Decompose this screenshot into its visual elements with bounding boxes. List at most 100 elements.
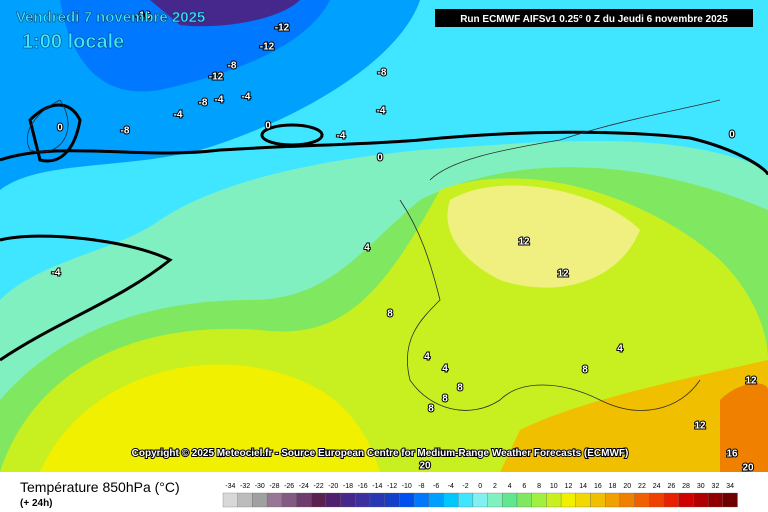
- legend-swatch: [399, 492, 415, 508]
- legend-swatch: [502, 492, 518, 508]
- legend-label: -34: [225, 483, 235, 490]
- forecast-time: 1:00 locale: [22, 31, 124, 53]
- contour-label: -4: [52, 268, 61, 279]
- legend-label: 28: [682, 483, 690, 490]
- legend-label: 18: [609, 483, 617, 490]
- legend-swatch: [693, 492, 709, 508]
- legend-swatch: [222, 492, 238, 508]
- contour-label: -4: [242, 92, 251, 103]
- contour-label: 12: [518, 237, 530, 248]
- contour-label: -12: [260, 42, 275, 53]
- footer-subtitle: (+ 24h): [20, 498, 53, 509]
- forecast-date: Vendredi 7 novembre 2025: [16, 9, 205, 26]
- legend-swatch: [472, 492, 488, 508]
- europe-warm-area: [447, 185, 640, 288]
- legend-swatch: [311, 492, 327, 508]
- isotherm: [0, 234, 173, 362]
- legend-label: 12: [565, 483, 573, 490]
- legend-label: -26: [284, 483, 294, 490]
- legend-swatch: [619, 492, 635, 508]
- contour-label: 4: [617, 344, 623, 355]
- legend-label: -6: [433, 483, 439, 490]
- legend-label: 22: [638, 483, 646, 490]
- legend-label: -28: [269, 483, 279, 490]
- run-info: Run ECMWF AIFSv1 0.25° 0 Z du Jeudi 6 no…: [460, 14, 728, 25]
- legend-swatch: [605, 492, 621, 508]
- contour-label: -4: [174, 110, 183, 121]
- legend-swatch: [516, 492, 532, 508]
- legend-swatch: [634, 492, 650, 508]
- atlantic-warm-tongue: [40, 364, 380, 472]
- contour-label: 8: [387, 309, 393, 320]
- contour-label: 0: [729, 130, 735, 141]
- contour-label: -4: [377, 106, 386, 117]
- legend-label: -20: [328, 483, 338, 490]
- legend-label: -14: [372, 483, 382, 490]
- legend-swatch: [296, 492, 312, 508]
- legend-label: 10: [550, 483, 558, 490]
- legend-label: -2: [462, 483, 468, 490]
- contour-label: 4: [364, 243, 370, 254]
- legend-swatch: [428, 492, 444, 508]
- legend-label: -22: [313, 483, 323, 490]
- contour-label: 4: [424, 352, 430, 363]
- legend-label: 6: [522, 483, 526, 490]
- legend-label: 8: [537, 483, 541, 490]
- legend-label: 14: [579, 483, 587, 490]
- legend-label: -18: [343, 483, 353, 490]
- run-box: [435, 9, 753, 27]
- legend-swatch: [707, 492, 723, 508]
- legend-swatch: [443, 492, 459, 508]
- legend-label: 30: [697, 483, 705, 490]
- contour-label: 8: [442, 394, 448, 405]
- legend-label: 2: [493, 483, 497, 490]
- isotherm: [0, 130, 768, 176]
- legend-swatch: [590, 492, 606, 508]
- contour-label: 12: [557, 269, 569, 280]
- legend-label: -24: [299, 483, 309, 490]
- legend-label: -12: [387, 483, 397, 490]
- legend-swatch: [487, 492, 503, 508]
- legend-swatch: [663, 492, 679, 508]
- contour-label: 12: [745, 376, 757, 387]
- contour-label: 20: [419, 461, 431, 472]
- contour-label: -8: [228, 61, 237, 72]
- legend-label: -10: [402, 483, 412, 490]
- contour-label: 0: [57, 123, 63, 134]
- legend-swatch: [531, 492, 547, 508]
- coastlines: [27, 99, 721, 411]
- legend-label: -4: [448, 483, 454, 490]
- legend-label: 24: [653, 483, 661, 490]
- contour-label: -4: [337, 131, 346, 142]
- legend-swatch: [413, 492, 429, 508]
- legend-swatch: [560, 492, 576, 508]
- contour-label: -8: [378, 68, 387, 79]
- legend-swatch: [340, 492, 356, 508]
- legend-label: -32: [240, 483, 250, 490]
- south-warm-area: [500, 360, 768, 472]
- contour-label: 16: [726, 449, 738, 460]
- legend-swatch: [281, 492, 297, 508]
- contour-label: 20: [742, 463, 754, 474]
- contour-label: -4: [215, 95, 224, 106]
- legend-label: 0: [478, 483, 482, 490]
- legend-swatch: [266, 492, 282, 508]
- contour-label: 8: [428, 404, 434, 415]
- legend-label: 16: [594, 483, 602, 490]
- contour-label: 8: [582, 365, 588, 376]
- very-cold-core: [150, 0, 300, 27]
- contour-label: -12: [209, 72, 224, 83]
- contour-label: 4: [442, 364, 448, 375]
- cold-core: [60, 0, 330, 92]
- contour-label: 0: [377, 153, 383, 164]
- legend-label: 20: [623, 483, 631, 490]
- legend-label: 32: [712, 483, 720, 490]
- legend-swatch: [237, 492, 253, 508]
- legend-swatch: [458, 492, 474, 508]
- footer-title: Température 850hPa (°C): [20, 479, 180, 495]
- copyright: Copyright © 2025 Meteociel.fr - Source E…: [132, 448, 629, 459]
- contour-label: 12: [694, 421, 706, 432]
- contour-label: -8: [121, 126, 130, 137]
- contour-label: -12: [275, 23, 290, 34]
